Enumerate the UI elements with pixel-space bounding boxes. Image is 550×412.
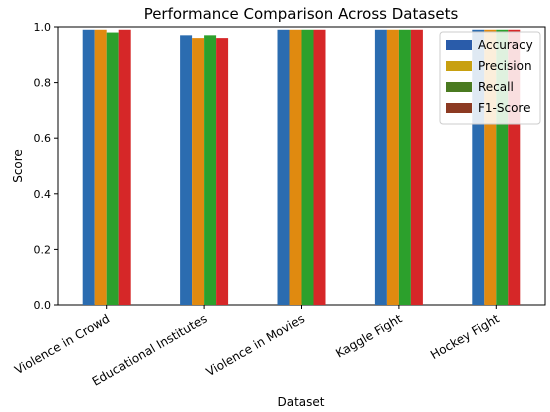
y-tick-label: 0.6 — [34, 132, 52, 145]
legend-label: Precision — [478, 59, 532, 73]
legend-swatch — [446, 61, 472, 71]
bar-f1-score-3 — [410, 29, 423, 306]
legend-label: F1-Score — [478, 101, 530, 115]
y-tick-label: 0.0 — [34, 299, 52, 312]
legend-swatch — [446, 82, 472, 92]
bar-precision-1 — [192, 38, 205, 306]
x-axis-label: Dataset — [278, 395, 325, 409]
y-tick-label: 0.8 — [34, 77, 52, 90]
bar-accuracy-1 — [180, 35, 193, 306]
bar-recall-1 — [204, 35, 217, 306]
legend-swatch — [446, 103, 472, 113]
legend: Accuracy Precision Recall F1-Score — [439, 31, 541, 125]
bar-precision-3 — [386, 29, 399, 306]
x-tick-label: Violence in Crowd — [12, 311, 112, 377]
x-tick-label: Kaggle Fight — [333, 311, 404, 360]
bar-recall-2 — [301, 29, 314, 306]
bar-recall-3 — [398, 29, 411, 306]
bar-f1-score-2 — [313, 29, 326, 306]
y-axis: 0.0 0.2 0.4 0.6 0.8 1.0 — [34, 21, 58, 312]
bar-accuracy-2 — [277, 29, 290, 306]
y-tick-label: 0.2 — [34, 243, 52, 256]
bar-f1-score-0 — [118, 29, 131, 306]
bar-precision-0 — [94, 29, 107, 306]
legend-frame — [439, 31, 541, 125]
y-axis-label: Score — [11, 149, 25, 183]
legend-swatch — [446, 40, 472, 50]
bar-f1-score-1 — [216, 38, 229, 306]
chart-title: Performance Comparison Across Datasets — [144, 5, 459, 23]
x-tick-label: Hockey Fight — [428, 311, 502, 362]
bar-precision-2 — [289, 29, 302, 306]
x-tick-label: Violence in Movies — [204, 311, 307, 379]
bar-accuracy-0 — [82, 29, 95, 306]
bar-recall-0 — [106, 32, 119, 306]
y-tick-label: 1.0 — [34, 21, 52, 34]
legend-label: Accuracy — [478, 38, 533, 52]
bar-accuracy-3 — [374, 29, 387, 306]
legend-label: Recall — [478, 80, 514, 94]
y-tick-label: 0.4 — [34, 188, 52, 201]
